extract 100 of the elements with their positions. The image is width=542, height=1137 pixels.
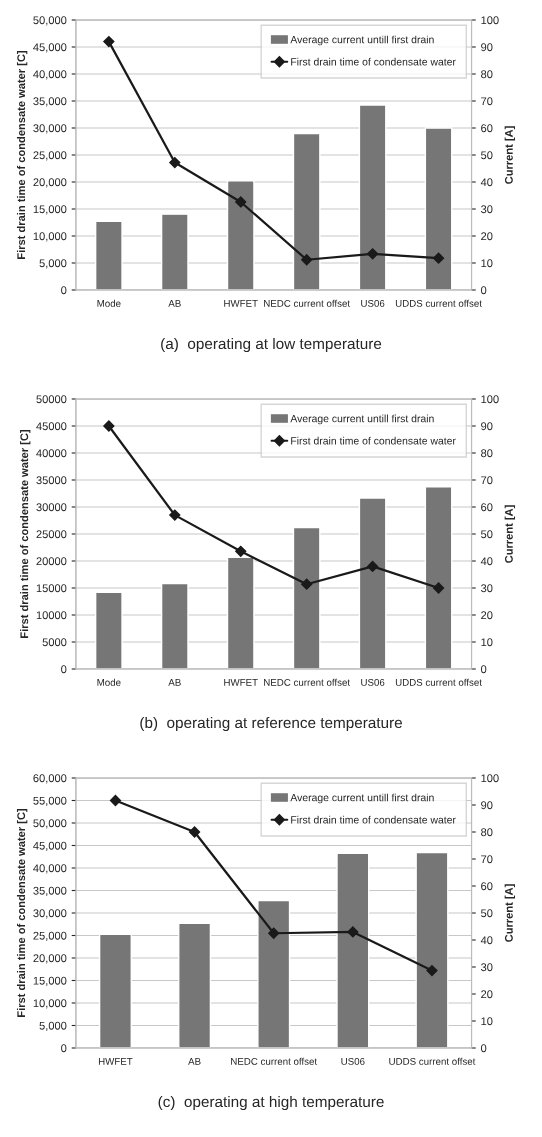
point [426,964,438,977]
bar [358,104,387,290]
y2-tick-label: 100 [481,774,499,783]
point [301,254,313,266]
y-axis-title: First drain time of condensate water [C] [16,50,28,259]
legend-label: First drain time of condensate water [291,815,456,824]
y-tick-label: 60,000 [33,774,67,784]
x-tick-label: Mode [97,678,121,686]
y2-tick-label: 0 [481,1044,487,1053]
point [367,248,379,260]
bar [226,556,255,669]
y-tick-label: 40,000 [33,70,67,80]
point [432,582,445,594]
point [235,196,247,208]
y2-tick-label: 70 [481,476,493,485]
y2-tick-label: 20 [481,611,493,620]
y2-tick-label: 40 [480,178,493,187]
y2-tick-label: 60 [481,124,493,133]
point [169,509,181,521]
y-tick-label: 45,000 [33,841,67,851]
y2-tick-label: 90 [481,43,493,52]
y2-tick-label: 30 [480,584,493,593]
legend-label: Average current untill first drain [290,35,434,46]
legend-label: Average current untill first drain [290,414,434,425]
point [103,420,115,432]
x-tick-label: US06 [361,678,385,686]
point [188,826,201,838]
bar [424,486,453,669]
x-tick-label: Mode [97,299,121,307]
x-tick-label: UDDS current offset [395,678,482,686]
y2-tick-label: 30 [480,963,493,972]
y2-tick-label: 20 [481,990,493,999]
legend-label: First drain time of condensate water [291,57,456,66]
y-tick-label: 5000 [42,638,67,647]
y2-tick-label: 70 [481,855,493,864]
x-tick-label: US06 [341,1057,365,1065]
text: (a) operating at low temperature [161,337,382,353]
y2-axis-title: Current [A] [504,126,516,184]
y2-tick-label: 40 [480,557,493,566]
y-axis-title: First drain time of condensate water [C] [16,808,28,1017]
y-tick-label: 40000 [36,449,67,458]
y-tick-label: 25,000 [33,931,67,941]
y-tick-label: 20,000 [33,178,67,188]
legend-label: First drain time of condensate water [291,436,456,445]
x-tick-label: NEDC current offset [264,678,351,686]
bar [160,213,189,290]
x-tick-label: NEDC current offset [231,1057,318,1065]
y-tick-label: 25,000 [33,151,67,161]
y2-tick-label: 60 [481,503,493,512]
y-tick-label: 15,000 [33,976,67,986]
bar [292,526,321,669]
point [103,35,115,48]
y-tick-label: 25000 [36,530,67,539]
y-tick-label: 0 [61,1044,67,1053]
y2-tick-label: 100 [481,395,499,404]
y2-tick-label: 10 [481,638,493,647]
x-tick-label: US06 [361,299,385,307]
bar [94,591,123,669]
x-tick-label: AB [168,300,181,307]
y-tick-label: 0 [61,286,67,295]
y2-tick-label: 90 [481,801,493,810]
point [347,926,359,938]
y2-tick-label: 10 [481,259,493,268]
y-tick-label: 30,000 [33,124,67,134]
y2-tick-label: 90 [481,422,493,431]
y-tick-label: 20000 [36,557,67,566]
y2-tick-label: 50 [481,909,493,918]
y-tick-label: 50,000 [33,16,67,26]
point [301,578,313,590]
point [109,794,122,807]
bar [415,851,449,1048]
y2-tick-label: 0 [481,665,487,674]
bar [292,132,321,290]
y2-tick-label: 20 [481,232,493,241]
y2-tick-label: 50 [481,530,493,539]
text: (c) operating at high temperature [158,1095,384,1111]
y2-tick-label: 50 [481,151,493,160]
y-tick-label: 5,000 [39,1021,67,1031]
y2-tick-label: 30 [480,205,493,214]
x-tick-label: AB [168,679,181,686]
y2-axis-title: Current [A] [504,884,516,942]
x-tick-label: UDDS current offset [389,1057,476,1065]
y2-tick-label: 80 [481,449,493,458]
bar [94,220,123,290]
y-tick-label: 40,000 [33,864,67,874]
y-tick-label: 10000 [36,611,67,620]
y-tick-label: 10,000 [33,999,67,1009]
y2-tick-label: 70 [481,97,493,106]
bar [226,180,255,290]
x-tick-label: UDDS current offset [395,299,482,307]
y2-tick-label: 100 [481,16,499,25]
y-tick-label: 30,000 [33,909,67,919]
point [169,156,181,169]
y2-tick-label: 0 [481,286,487,295]
y-tick-label: 35,000 [33,97,67,107]
bar [336,852,370,1048]
bar [98,933,132,1048]
point [367,560,379,573]
x-tick-label: AB [188,1058,201,1065]
y2-tick-label: 40 [480,936,493,945]
